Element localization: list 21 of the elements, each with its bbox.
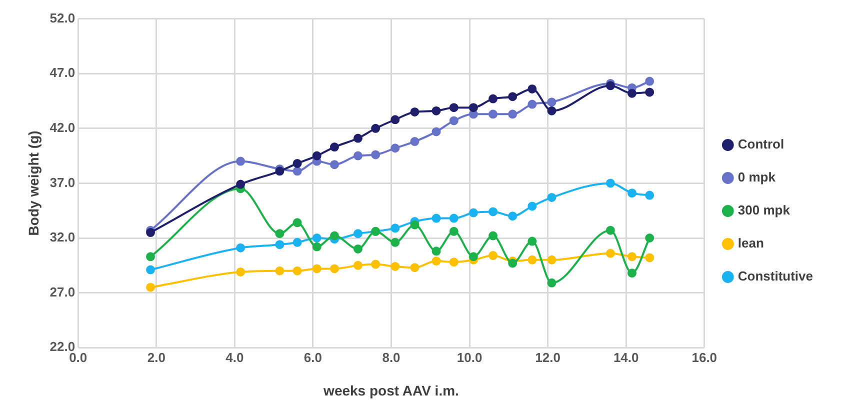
legend-label: lean bbox=[738, 236, 764, 251]
x-tick-label: 12.0 bbox=[535, 350, 560, 365]
x-tick-label: 14.0 bbox=[613, 350, 639, 365]
x-tick-label: 6.0 bbox=[304, 350, 322, 365]
legend-label: Control bbox=[738, 136, 784, 152]
y-tick-label: 27.0 bbox=[50, 284, 76, 300]
x-tick-label: 10.0 bbox=[456, 350, 482, 365]
x-tick-label: 16.0 bbox=[692, 350, 718, 365]
x-tick-label: 2.0 bbox=[147, 350, 166, 365]
y-tick-label: 47.0 bbox=[50, 65, 76, 80]
legend-label: 300 mpk bbox=[738, 202, 791, 218]
x-tick-label: 8.0 bbox=[382, 350, 400, 365]
y-axis-title: Body weight (g) bbox=[25, 130, 42, 236]
x-axis-title: weeks post AAV i.m. bbox=[322, 382, 459, 398]
legend-label: Constitutive bbox=[738, 268, 814, 284]
x-tick-label: 4.0 bbox=[226, 350, 244, 365]
y-tick-label: 37.0 bbox=[50, 174, 76, 190]
y-tick-label: 32.0 bbox=[50, 230, 76, 245]
legend-label: 0 mpk bbox=[738, 170, 776, 185]
y-tick-label: 42.0 bbox=[50, 120, 76, 135]
y-tick-label: 52.0 bbox=[50, 10, 76, 26]
